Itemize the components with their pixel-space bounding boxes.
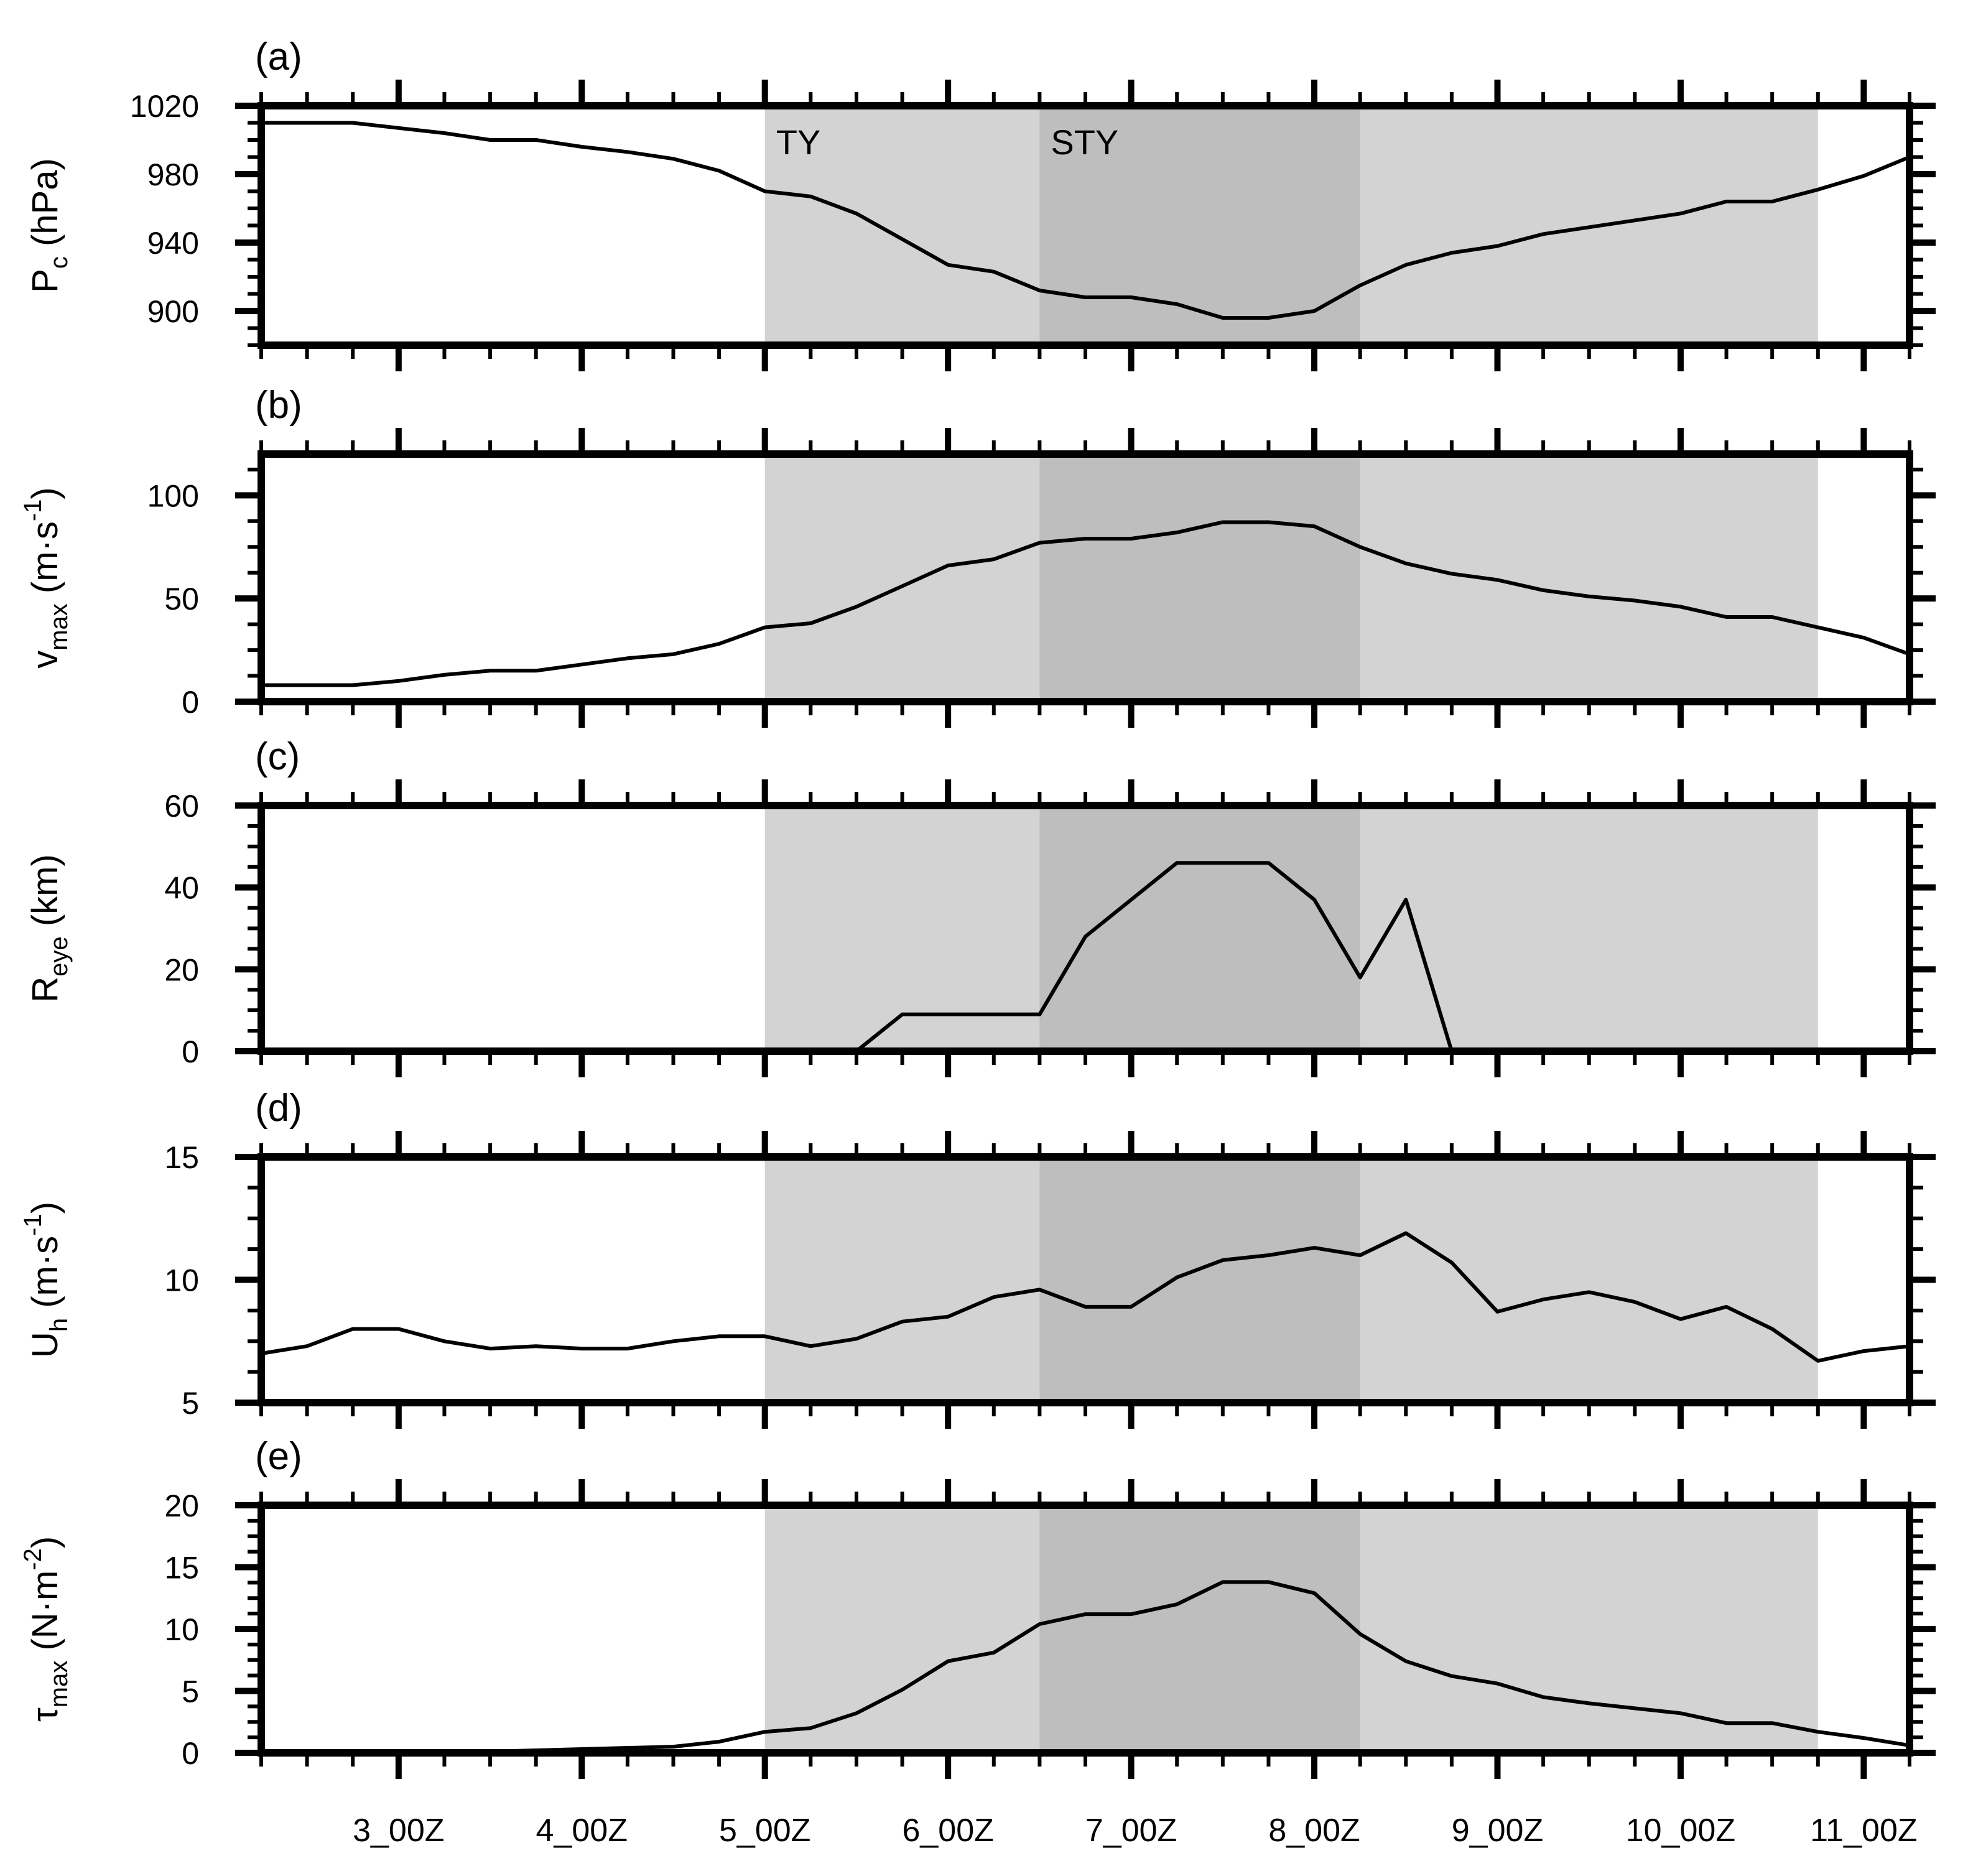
- y-axis-label-sup: -1: [19, 499, 47, 522]
- y-axis-label-sub: h: [45, 1318, 73, 1332]
- x-tick-label: 10_00Z: [1626, 1813, 1735, 1849]
- y-tick-label: 10: [164, 1612, 199, 1647]
- plot-frame: [258, 450, 1913, 705]
- x-tick-label: 8_00Z: [1268, 1813, 1360, 1849]
- y-axis-label-sup: -1: [19, 1214, 47, 1236]
- shading-band-sty: [1039, 806, 1360, 1051]
- plot-frame: [258, 1502, 1913, 1757]
- series-line: [261, 121, 1911, 320]
- panel-tag: (b): [255, 384, 302, 427]
- panel-4: 0 5 10 15 20 (e) τmax (N·m-2): [19, 1435, 1936, 1779]
- y-axis-label-unit: (km): [25, 854, 65, 936]
- y-tick-label: 0: [182, 1034, 199, 1069]
- y-tick-label: 0: [182, 685, 199, 720]
- y-tick-label: 5: [182, 1674, 199, 1709]
- y-tick-label: 0: [182, 1736, 199, 1771]
- y-axis-label-main: v: [25, 651, 65, 669]
- shading-label-sty: STY: [1051, 123, 1118, 162]
- y-tick-label: 20: [164, 1488, 199, 1523]
- x-tick-label: 7_00Z: [1085, 1813, 1177, 1849]
- y-tick-label: 60: [164, 789, 199, 824]
- y-tick-label: 40: [164, 871, 199, 906]
- y-tick-label: 900: [147, 294, 199, 329]
- x-tick-label: 6_00Z: [902, 1813, 993, 1849]
- y-axis-label: Pc (hPa): [25, 158, 73, 293]
- y-tick-label: 100: [147, 478, 199, 513]
- shading-label-ty: TY: [776, 123, 821, 162]
- series-line: [261, 1231, 1910, 1363]
- panel-tag: (e): [255, 1435, 302, 1478]
- y-tick-label: 940: [147, 226, 199, 261]
- shading-band-sty: [1039, 1157, 1360, 1403]
- y-axis-label: Uh (m·s-1): [19, 1202, 73, 1358]
- y-axis-label-main: U: [25, 1332, 65, 1358]
- series-line: [261, 520, 1911, 687]
- x-tick-label: 9_00Z: [1452, 1813, 1543, 1849]
- y-axis-label-sub: eye: [45, 936, 73, 977]
- y-tick-label: 5: [182, 1386, 199, 1421]
- panel-2: 0 20 40 60 (c) Reye (km): [25, 735, 1936, 1077]
- y-axis-label-unit: (m·s: [25, 1236, 65, 1318]
- y-axis-label-sub: max: [45, 603, 73, 651]
- y-axis-label-tail: ): [25, 1202, 65, 1214]
- y-tick-label: 50: [164, 582, 199, 616]
- y-axis-label-sub: max: [45, 1661, 73, 1708]
- plot-frame: [258, 102, 1913, 349]
- y-tick-label: 980: [147, 157, 199, 192]
- x-tick-label: 11_00Z: [1810, 1813, 1918, 1849]
- y-axis-label: vmax (m·s-1): [19, 487, 73, 669]
- y-axis-label-main: R: [25, 977, 65, 1003]
- panel-1: 0 50 100 (b) vmax (m·s-1): [19, 384, 1936, 728]
- y-axis-label-tail: ): [25, 1536, 65, 1548]
- y-axis-label-main: τ: [25, 1707, 65, 1722]
- y-axis-label: Reye (km): [25, 854, 73, 1002]
- panel-tag: (c): [255, 735, 300, 778]
- y-axis-label-main: P: [25, 269, 65, 293]
- panel-0: 900 940 980 1020 (a) Pc (hPa): [25, 35, 1936, 371]
- x-tick-label: 3_00Z: [353, 1813, 444, 1849]
- panel-tag: (d): [255, 1087, 302, 1130]
- y-axis-label-sub: c: [45, 256, 73, 269]
- y-tick-label: 1020: [130, 89, 199, 124]
- shading-band-sty: [1039, 1505, 1360, 1753]
- y-axis-label-sup: -2: [19, 1548, 47, 1571]
- y-axis-label-unit: (N·m: [25, 1571, 65, 1661]
- panel-tag: (a): [255, 35, 302, 78]
- y-tick-label: 15: [164, 1140, 199, 1175]
- x-tick-label: 5_00Z: [719, 1813, 810, 1849]
- plot-frame: [258, 1153, 1913, 1406]
- shading-band-sty: [1039, 106, 1360, 345]
- y-axis-label-tail: ): [25, 487, 65, 499]
- y-tick-label: 15: [164, 1551, 199, 1586]
- y-tick-label: 10: [164, 1263, 199, 1298]
- y-axis-label-unit: (hPa): [25, 158, 65, 256]
- y-axis-label-unit: (m·s: [25, 521, 65, 603]
- y-axis-label: τmax (N·m-2): [19, 1536, 73, 1722]
- plot-frame: [258, 802, 1913, 1055]
- y-tick-label: 20: [164, 952, 199, 987]
- x-tick-label: 4_00Z: [536, 1813, 628, 1849]
- shading-band-sty: [1039, 454, 1360, 702]
- panel-3: 5 10 15 (d) Uh (m·s-1): [19, 1087, 1936, 1429]
